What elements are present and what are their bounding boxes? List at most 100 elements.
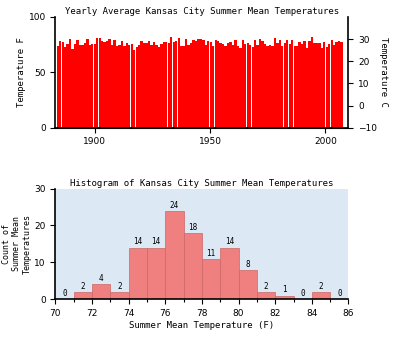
Bar [312, 292, 330, 299]
Bar [177, 37, 180, 128]
Bar [238, 270, 257, 299]
Bar [222, 44, 224, 128]
Bar [57, 46, 59, 128]
Bar [291, 40, 293, 128]
Bar [160, 44, 163, 128]
Bar [74, 44, 76, 128]
Bar [247, 43, 249, 128]
Bar [229, 42, 232, 128]
Bar [175, 40, 177, 128]
Bar [81, 45, 84, 128]
Y-axis label: Count of
Summer Mean
Temperatures: Count of Summer Mean Temperatures [2, 214, 31, 274]
Bar [110, 292, 129, 299]
Bar [200, 39, 202, 128]
Bar [276, 42, 278, 128]
Bar [316, 43, 318, 128]
Bar [251, 47, 254, 128]
Bar [306, 48, 308, 128]
Bar [220, 248, 238, 299]
Bar [254, 40, 256, 128]
Bar [168, 43, 170, 128]
Title: Histogram of Kansas City Summer Mean Temperatures: Histogram of Kansas City Summer Mean Tem… [70, 179, 334, 188]
Bar [126, 43, 128, 128]
Text: 2: 2 [319, 282, 323, 291]
Bar [133, 50, 135, 128]
Bar [180, 46, 182, 128]
Bar [202, 40, 204, 128]
Bar [293, 46, 296, 128]
Text: 14: 14 [152, 237, 161, 246]
Text: 24: 24 [170, 201, 179, 209]
Bar [163, 41, 165, 128]
Bar [331, 40, 333, 128]
Bar [257, 45, 259, 128]
Text: 4: 4 [99, 274, 103, 283]
Bar [205, 45, 207, 128]
Text: 0: 0 [62, 289, 67, 298]
Bar [106, 41, 108, 128]
Bar [79, 45, 81, 128]
Bar [244, 44, 246, 128]
Bar [279, 40, 281, 128]
Text: 8: 8 [246, 259, 250, 269]
Bar [284, 42, 286, 128]
Bar [116, 46, 118, 128]
Bar [155, 45, 158, 128]
Text: 0: 0 [337, 289, 342, 298]
Bar [150, 45, 153, 128]
Bar [69, 39, 71, 128]
Bar [145, 43, 148, 128]
Bar [242, 40, 244, 128]
Bar [202, 259, 220, 299]
Bar [296, 46, 298, 128]
Bar [141, 41, 143, 128]
Y-axis label: Temperature F: Temperature F [17, 37, 26, 107]
Bar [111, 45, 113, 128]
Bar [338, 40, 340, 128]
Bar [84, 43, 86, 128]
Bar [209, 42, 212, 128]
Bar [92, 285, 110, 299]
Title: Yearly Average Kansas City Summer Mean Temperatures: Yearly Average Kansas City Summer Mean T… [65, 7, 339, 16]
Bar [323, 42, 326, 128]
Bar [195, 41, 197, 128]
Bar [185, 39, 187, 128]
Bar [118, 45, 121, 128]
Text: 0: 0 [301, 289, 305, 298]
Bar [259, 39, 261, 128]
Bar [143, 44, 145, 128]
Bar [184, 233, 202, 299]
Bar [333, 45, 335, 128]
Bar [64, 47, 66, 128]
Bar [308, 41, 310, 128]
Bar [269, 45, 271, 128]
Bar [286, 40, 288, 128]
Bar [187, 45, 190, 128]
Bar [131, 44, 133, 128]
Bar [239, 48, 242, 128]
Bar [212, 46, 214, 128]
Bar [89, 45, 91, 128]
Bar [135, 47, 138, 128]
Bar [59, 40, 61, 128]
Bar [109, 39, 111, 128]
Bar [121, 41, 123, 128]
Bar [71, 49, 74, 128]
Bar [249, 45, 251, 128]
Bar [192, 40, 195, 128]
Bar [101, 40, 103, 128]
Bar [232, 45, 234, 128]
Bar [281, 46, 284, 128]
Bar [207, 41, 209, 128]
Bar [173, 42, 175, 128]
Bar [313, 43, 316, 128]
Text: 2: 2 [117, 282, 122, 291]
Bar [328, 44, 330, 128]
Y-axis label: Temperature C: Temperature C [379, 37, 388, 107]
Bar [103, 42, 106, 128]
Bar [129, 248, 147, 299]
Text: 2: 2 [81, 282, 85, 291]
Bar [301, 44, 303, 128]
Bar [225, 46, 227, 128]
Bar [148, 41, 150, 128]
